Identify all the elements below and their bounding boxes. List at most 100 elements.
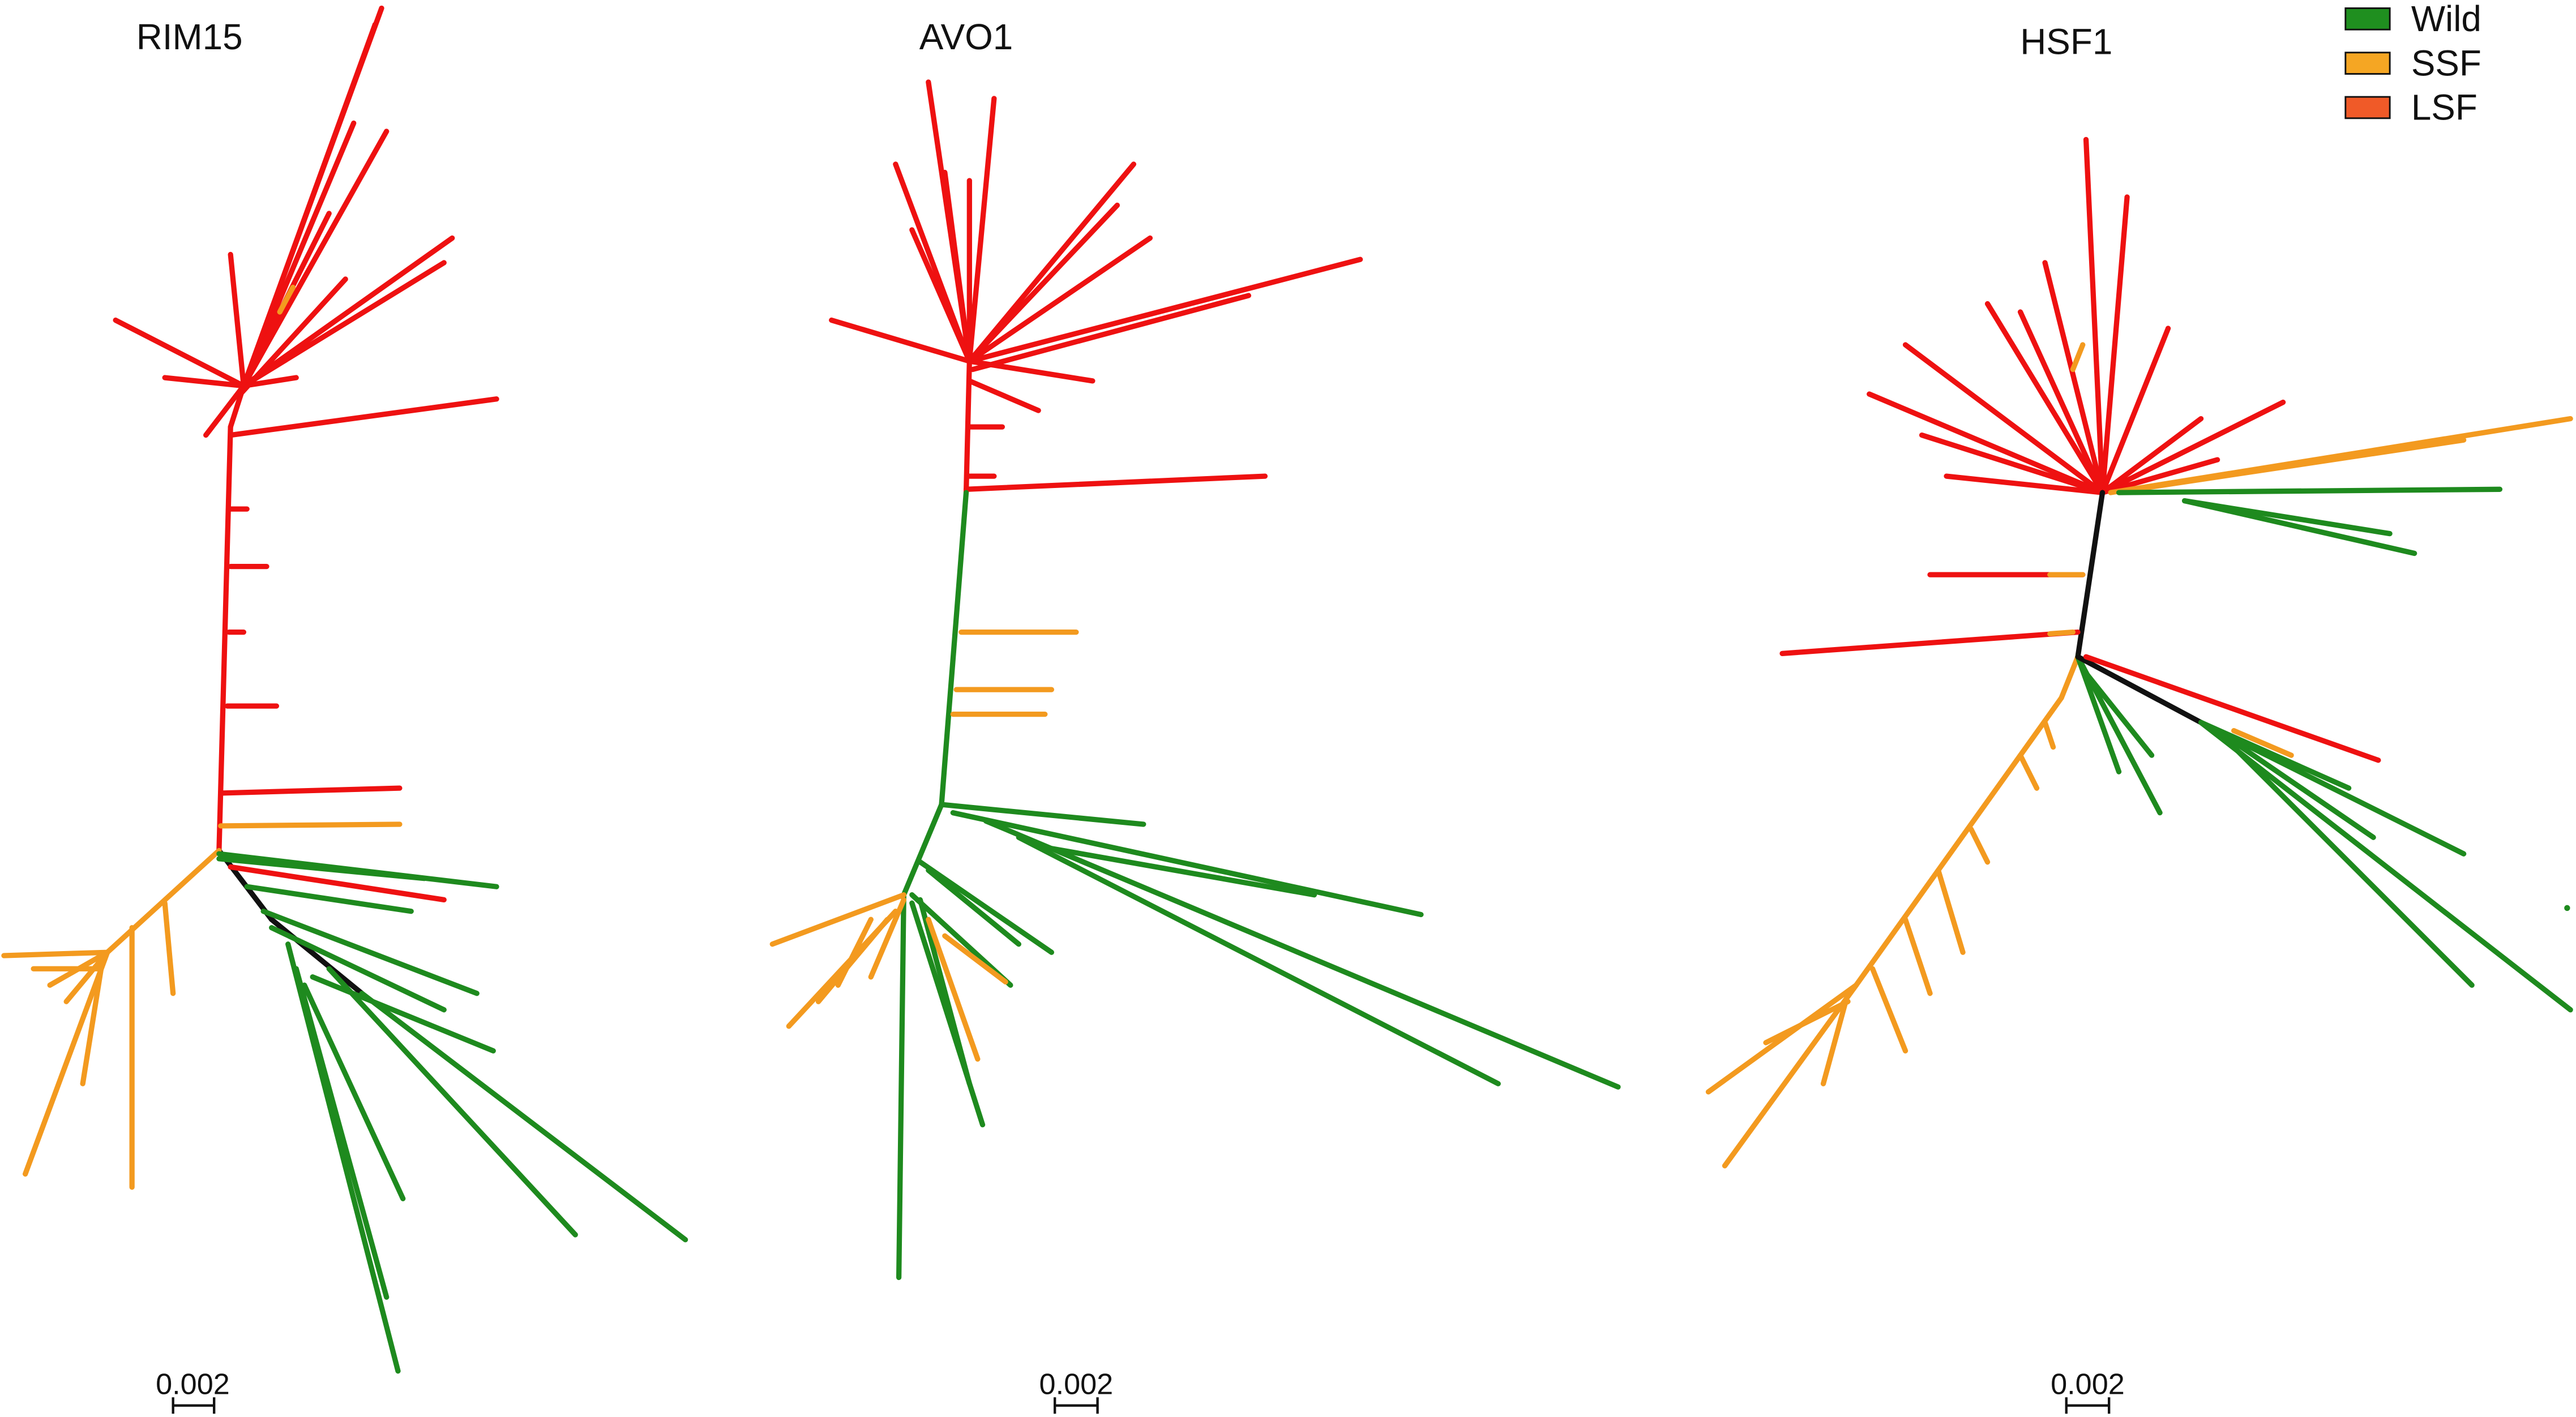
branch: [966, 235, 1153, 364]
branch: [2047, 629, 2076, 637]
branch: [963, 473, 1268, 492]
branch: [1763, 999, 1851, 1046]
branch: [966, 256, 1363, 364]
branch: [310, 974, 496, 1054]
branch: [220, 785, 403, 796]
branch: [2042, 720, 2056, 750]
branch: [2214, 728, 2376, 840]
branch: [909, 227, 972, 364]
panel-title: AVO1: [919, 16, 1013, 57]
branch: [942, 933, 1008, 985]
branch: [1, 949, 110, 958]
legend-label: LSF: [2411, 87, 2477, 128]
branch: [228, 251, 247, 389]
branch: [1902, 342, 2106, 495]
trees: [1, 5, 2573, 1374]
branch: [1032, 843, 1317, 898]
branch: [2059, 654, 2081, 701]
branch: [939, 490, 969, 807]
branch: [113, 317, 247, 389]
branch: [966, 161, 1137, 364]
branch: [2017, 752, 2040, 791]
branch: [1869, 966, 1909, 1054]
branch: [1722, 982, 1859, 1168]
branch: [241, 260, 447, 389]
branch: [868, 897, 906, 980]
branch: [244, 884, 414, 914]
branch: [269, 925, 447, 1013]
branch: [2075, 654, 2204, 725]
branch: [2083, 654, 2381, 763]
branch: [216, 424, 233, 854]
branch: [293, 966, 390, 1300]
branch: [241, 235, 455, 389]
branch: [966, 378, 1041, 413]
branch: [228, 864, 447, 903]
branch: [2017, 309, 2106, 495]
branch: [2116, 486, 2503, 495]
branch: [939, 802, 1146, 827]
branch: [2099, 326, 2171, 495]
branch: [829, 317, 972, 364]
branch: [241, 129, 390, 389]
branch: [909, 900, 986, 1128]
legend-swatch: [2344, 7, 2391, 31]
legend-swatch: [2344, 96, 2391, 119]
branch: [1944, 473, 2106, 495]
branch: [950, 810, 1424, 918]
branch: [901, 802, 944, 898]
branch: [926, 917, 981, 1062]
branch: [1984, 301, 2106, 495]
branch: [237, 276, 348, 397]
branch-tip: [2564, 905, 2570, 911]
branch: [1968, 827, 1991, 865]
branch: [269, 917, 365, 996]
branch: [216, 856, 427, 881]
branch: [218, 821, 403, 829]
branch: [1779, 629, 2081, 656]
legend-label: SSF: [2411, 42, 2481, 83]
scale-bar: [172, 1397, 2111, 1414]
branch: [302, 982, 406, 1201]
branch: [1820, 991, 1851, 1086]
branch: [2042, 260, 2106, 495]
branch: [2083, 136, 2106, 495]
branch: [260, 909, 480, 996]
branch: [2132, 437, 2467, 492]
branch: [917, 897, 972, 1086]
panel-title: HSF1: [2020, 22, 2112, 62]
branch: [2083, 670, 2155, 758]
branch: [835, 917, 874, 988]
branch: [162, 375, 247, 389]
branch: [22, 949, 110, 1177]
branch: [359, 991, 688, 1243]
branch: [1935, 867, 1966, 955]
branch: [896, 892, 906, 1281]
branch: [1016, 834, 1501, 1086]
branch: [2181, 498, 2393, 537]
branch: [2198, 720, 2573, 1013]
legend-swatch: [2344, 52, 2391, 75]
scale-label: 0.002: [2051, 1368, 2125, 1401]
branch: [917, 859, 1054, 955]
branch: [241, 22, 378, 389]
branch: [942, 169, 972, 364]
branch: [2099, 194, 2130, 495]
branch: [1867, 391, 2106, 495]
branch: [277, 284, 296, 315]
branch: [769, 892, 906, 947]
branch: [2075, 654, 2122, 774]
branch: [2099, 416, 2204, 495]
legend-label: Wild: [2411, 0, 2481, 39]
branch: [326, 966, 578, 1238]
branch: [80, 958, 105, 1086]
branch: [203, 383, 247, 438]
scale-label: 0.002: [156, 1368, 230, 1401]
branch: [2231, 744, 2475, 988]
branch: [983, 818, 1621, 1090]
branch: [2099, 399, 2286, 495]
branch: [162, 900, 176, 996]
